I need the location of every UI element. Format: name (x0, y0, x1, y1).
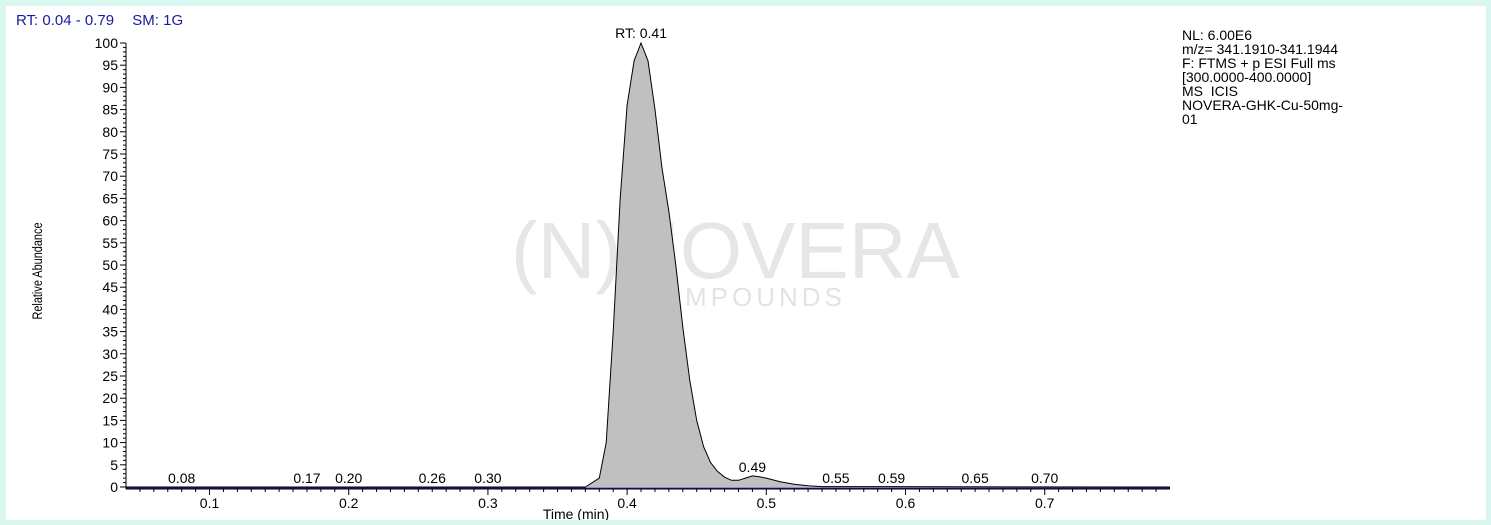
peak-labels: RT: 0.41 0.08 0.17 0.20 0.26 0.30 0.49 0.55 0.59… (168, 25, 1059, 486)
y-tick-label: 100 (95, 35, 119, 51)
y-tick-label: 40 (102, 301, 118, 317)
x-axis-title: Time (min) (543, 506, 609, 520)
chromatogram-panel: RT: 0.04 - 0.79 SM: 1G (N)NOVERA COMPOUN… (6, 6, 1486, 520)
peak-label: 0.17 (293, 470, 320, 486)
info-line: F: FTMS + p ESI Full ms (1182, 55, 1336, 71)
info-line: m/z= 341.1910-341.1944 (1182, 41, 1339, 57)
peak-label: 0.49 (739, 459, 766, 475)
y-tick-label: 15 (102, 412, 118, 428)
y-tick-label: 45 (102, 279, 118, 295)
peak-label: 0.26 (419, 470, 446, 486)
rt-range: RT: 0.04 - 0.79 (16, 12, 115, 29)
x-tick-label: 0.6 (896, 495, 916, 511)
peak-label: 0.20 (335, 470, 362, 486)
y-tick-label: 70 (102, 168, 118, 184)
smoothing: SM: 1G (132, 12, 184, 29)
y-tick-label: 55 (102, 235, 118, 251)
y-tick-label: 35 (102, 324, 118, 340)
y-tick-label: 20 (102, 390, 118, 406)
y-tick-label: 0 (110, 479, 118, 495)
watermark-logo: (N)NOVERA COMPOUNDS (511, 206, 961, 312)
x-tick-label: 0.3 (478, 495, 498, 511)
info-line: 01 (1182, 111, 1198, 127)
x-tick-label: 0.2 (339, 495, 359, 511)
chart-header: RT: 0.04 - 0.79 SM: 1G (16, 12, 197, 29)
y-tick-label: 60 (102, 213, 118, 229)
peak-label: 0.55 (822, 470, 849, 486)
y-tick-label: 5 (110, 457, 118, 473)
plot-area (126, 41, 1171, 489)
y-tick-label: 10 (102, 435, 118, 451)
chromatogram-chart: (N)NOVERA COMPOUNDS 0 5 10 15 20 25 30 35 40 45 50… (30, 25, 1171, 520)
watermark-brand: (N)NOVERA (511, 206, 961, 295)
x-tick-label: 0.4 (617, 495, 637, 511)
peak-label: 0.59 (878, 470, 905, 486)
peak-label: 0.08 (168, 470, 195, 486)
y-tick-label: 90 (102, 79, 118, 95)
x-axis: 0.1 0.2 0.3 0.4 0.5 0.6 0.7 (126, 488, 1170, 511)
x-tick-label: 0.5 (757, 495, 777, 511)
y-tick-label: 50 (102, 257, 118, 273)
y-tick-label: 80 (102, 124, 118, 140)
peak-label: RT: 0.41 (615, 25, 667, 41)
scan-info: NL: 6.00E6 m/z= 341.1910-341.1944 F: FTM… (1182, 28, 1482, 126)
y-tick-label: 25 (102, 368, 118, 384)
y-tick-label: 95 (102, 57, 118, 73)
info-line: MS ICIS (1182, 83, 1239, 99)
chromatogram-line (126, 41, 1171, 488)
info-line: NL: 6.00E6 (1182, 27, 1253, 43)
y-axis-title: Relative Abundance (30, 222, 46, 319)
y-tick-label: 65 (102, 190, 118, 206)
x-tick-label: 0.1 (200, 495, 220, 511)
y-axis: 0 5 10 15 20 25 30 35 40 45 50 55 60 65 70 75 80 85 90 95 10… (95, 35, 127, 495)
x-tick-label: 0.7 (1035, 495, 1055, 511)
info-line: [300.0000-400.0000] (1182, 69, 1312, 85)
y-tick-label: 85 (102, 102, 118, 118)
peak-area (126, 43, 1170, 487)
info-line: NOVERA-GHK-Cu-50mg- (1182, 97, 1344, 113)
y-tick-label: 30 (102, 346, 118, 362)
peak-label: 0.70 (1031, 470, 1058, 486)
peak-label: 0.30 (474, 470, 501, 486)
peak-label: 0.65 (961, 470, 988, 486)
y-tick-label: 75 (102, 146, 118, 162)
